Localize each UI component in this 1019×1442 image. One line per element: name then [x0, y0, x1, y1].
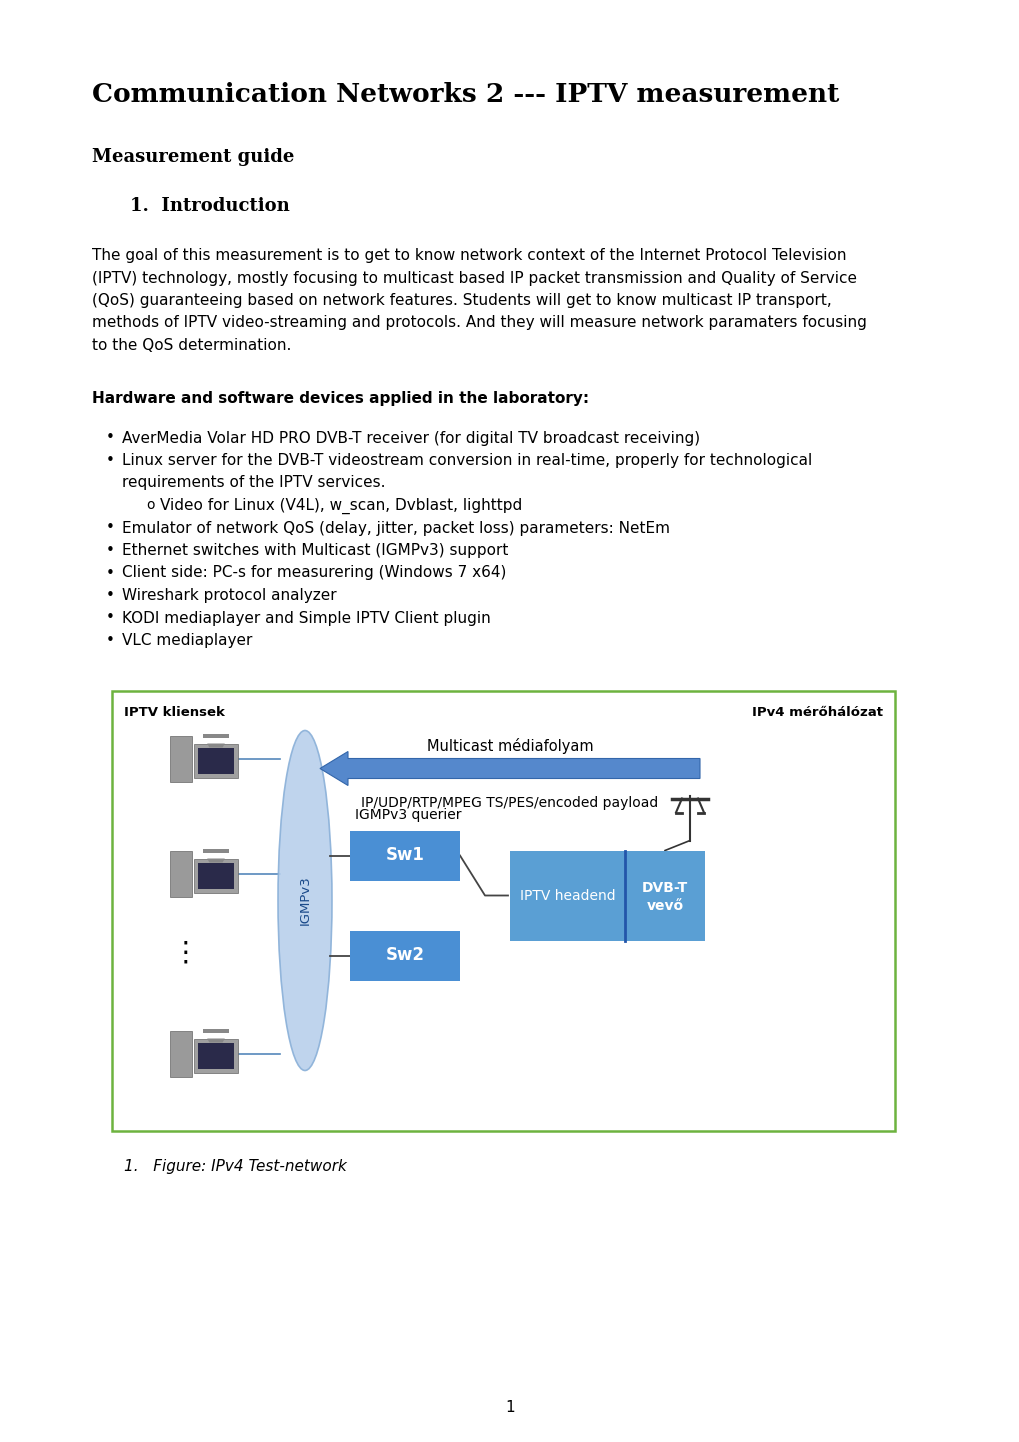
FancyBboxPatch shape [170, 735, 192, 782]
FancyBboxPatch shape [510, 851, 625, 940]
FancyBboxPatch shape [203, 848, 229, 852]
Text: o: o [146, 497, 154, 512]
FancyBboxPatch shape [625, 851, 704, 940]
Text: (QoS) guaranteeing based on network features. Students will get to know multicas: (QoS) guaranteeing based on network feat… [92, 293, 830, 309]
Text: IPv4 mérőhálózat: IPv4 mérőhálózat [751, 707, 882, 720]
Text: 1.  Introduction: 1. Introduction [129, 198, 289, 215]
Text: IP/UDP/RTP/MPEG TS/PES/encoded payload: IP/UDP/RTP/MPEG TS/PES/encoded payload [361, 796, 658, 810]
Text: 1.   Figure: IPv4 Test-network: 1. Figure: IPv4 Test-network [124, 1158, 346, 1174]
Text: vevő: vevő [646, 898, 683, 913]
Text: •: • [106, 453, 115, 469]
Text: •: • [106, 633, 115, 647]
Text: The goal of this measurement is to get to know network context of the Internet P: The goal of this measurement is to get t… [92, 248, 846, 262]
Text: Video for Linux (V4L), w_scan, Dvblast, lighttpd: Video for Linux (V4L), w_scan, Dvblast, … [160, 497, 522, 515]
Text: DVB-T: DVB-T [641, 881, 688, 894]
Text: Ethernet switches with Multicast (IGMPv3) support: Ethernet switches with Multicast (IGMPv3… [122, 544, 507, 558]
Text: requirements of the IPTV services.: requirements of the IPTV services. [122, 476, 385, 490]
Text: Emulator of network QoS (delay, jitter, packet loss) parameters: NetEm: Emulator of network QoS (delay, jitter, … [122, 521, 669, 535]
Text: •: • [106, 544, 115, 558]
Text: 1: 1 [504, 1400, 515, 1415]
FancyBboxPatch shape [198, 862, 233, 888]
FancyBboxPatch shape [350, 930, 460, 981]
Text: KODI mediaplayer and Simple IPTV Client plugin: KODI mediaplayer and Simple IPTV Client … [122, 610, 490, 626]
FancyBboxPatch shape [203, 734, 229, 737]
Text: IPTV headend: IPTV headend [519, 888, 614, 903]
Text: methods of IPTV video-streaming and protocols. And they will measure network par: methods of IPTV video-streaming and prot… [92, 316, 866, 330]
FancyBboxPatch shape [203, 1028, 229, 1032]
Text: Measurement guide: Measurement guide [92, 149, 294, 166]
Text: •: • [106, 588, 115, 603]
Text: •: • [106, 431, 115, 446]
Ellipse shape [278, 731, 331, 1070]
Text: ⋮: ⋮ [171, 939, 199, 966]
Text: •: • [106, 565, 115, 581]
Text: Multicast médiafolyam: Multicast médiafolyam [426, 738, 593, 754]
Text: •: • [106, 610, 115, 626]
FancyBboxPatch shape [194, 1038, 237, 1073]
Text: IGMPv3 querier: IGMPv3 querier [355, 809, 461, 822]
FancyArrow shape [320, 751, 699, 786]
Text: (IPTV) technology, mostly focusing to multicast based IP packet transmission and: (IPTV) technology, mostly focusing to mu… [92, 271, 856, 286]
FancyBboxPatch shape [170, 1031, 192, 1077]
FancyBboxPatch shape [170, 851, 192, 897]
Text: Linux server for the DVB-T videostream conversion in real-time, properly for tec: Linux server for the DVB-T videostream c… [122, 453, 811, 469]
FancyBboxPatch shape [198, 747, 233, 773]
FancyBboxPatch shape [194, 858, 237, 893]
Text: IPTV kliensek: IPTV kliensek [124, 707, 224, 720]
Polygon shape [207, 744, 224, 747]
Text: Communication Networks 2 --- IPTV measurement: Communication Networks 2 --- IPTV measur… [92, 82, 839, 107]
Text: IGMPv3: IGMPv3 [299, 875, 311, 926]
FancyBboxPatch shape [198, 1043, 233, 1069]
Text: Hardware and software devices applied in the laboratory:: Hardware and software devices applied in… [92, 391, 589, 405]
Text: AverMedia Volar HD PRO DVB-T receiver (for digital TV broadcast receiving): AverMedia Volar HD PRO DVB-T receiver (f… [122, 431, 699, 446]
Text: VLC mediaplayer: VLC mediaplayer [122, 633, 252, 647]
Text: Sw2: Sw2 [385, 946, 424, 965]
FancyBboxPatch shape [194, 744, 237, 777]
FancyBboxPatch shape [112, 691, 894, 1131]
Polygon shape [207, 858, 224, 862]
Text: •: • [106, 521, 115, 535]
Text: Sw1: Sw1 [385, 846, 424, 865]
Text: Client side: PC-s for measurering (Windows 7 x64): Client side: PC-s for measurering (Windo… [122, 565, 505, 581]
Text: to the QoS determination.: to the QoS determination. [92, 337, 291, 353]
Polygon shape [207, 1038, 224, 1043]
Text: Wireshark protocol analyzer: Wireshark protocol analyzer [122, 588, 336, 603]
FancyBboxPatch shape [350, 831, 460, 881]
